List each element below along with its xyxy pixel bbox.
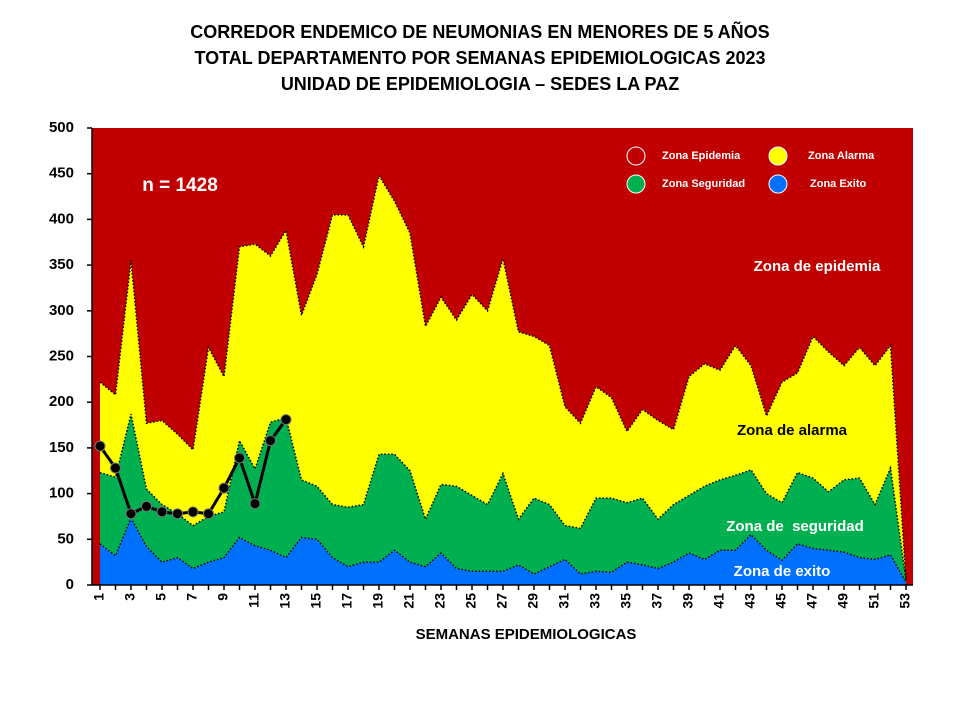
cases-marker xyxy=(172,508,183,520)
y-tick-label: 200 xyxy=(49,393,74,410)
chart-title: TOTAL DEPARTAMENTO POR SEMANAS EPIDEMIOL… xyxy=(194,48,765,68)
x-tick-label: 13 xyxy=(277,593,293,609)
annotation: n = 1428 xyxy=(142,175,218,196)
legend-swatch xyxy=(768,146,788,166)
x-tick-label: 19 xyxy=(370,593,386,609)
y-tick-label: 300 xyxy=(49,302,74,319)
x-tick-label: 3 xyxy=(122,593,138,601)
x-axis-title: SEMANAS EPIDEMIOLOGICAS xyxy=(416,626,637,643)
x-tick-label: 45 xyxy=(773,593,789,609)
zone-area xyxy=(100,518,906,585)
x-tick-label: 51 xyxy=(866,593,882,609)
x-tick-label: 5 xyxy=(153,593,169,601)
x-tick-label: 11 xyxy=(246,593,262,608)
zone-boundary xyxy=(99,173,907,581)
x-tick-label: 29 xyxy=(525,593,541,609)
annotation: Zona de seguridad xyxy=(726,518,864,535)
cases-marker xyxy=(280,414,292,426)
x-tick-label: 9 xyxy=(215,593,231,601)
x-tick-label: 31 xyxy=(556,593,572,609)
x-tick-label: 7 xyxy=(184,593,200,601)
legend-label: Zona Seguridad xyxy=(662,178,745,190)
legend-swatch xyxy=(768,174,788,194)
y-tick-label: 400 xyxy=(49,210,74,227)
y-tick-label: 500 xyxy=(49,119,74,136)
x-tick-label: 43 xyxy=(742,593,758,609)
cases-marker xyxy=(203,508,214,520)
x-tick-label: 37 xyxy=(649,593,665,609)
cases-marker xyxy=(218,482,230,494)
chart-title: CORREDOR ENDEMICO DE NEUMONIAS EN MENORE… xyxy=(190,21,769,42)
cases-marker xyxy=(94,440,106,452)
x-tick-label: 35 xyxy=(618,593,634,609)
y-tick-label: 150 xyxy=(49,439,74,456)
x-tick-label: 23 xyxy=(432,593,448,609)
x-tick-label: 47 xyxy=(804,593,820,609)
legend-label: Zona Alarma xyxy=(808,150,875,162)
x-tick-label: 17 xyxy=(339,593,355,609)
cases-marker xyxy=(110,462,121,474)
x-tick-label: 25 xyxy=(463,593,479,609)
legend-swatch xyxy=(626,146,646,166)
legend-label: Zona Exito xyxy=(810,178,867,190)
legend-swatch xyxy=(626,174,646,194)
annotation: Zona de exito xyxy=(734,563,831,580)
cases-marker xyxy=(156,506,168,518)
x-tick-label: 15 xyxy=(308,593,324,609)
legend-label: Zona Epidemia xyxy=(662,150,741,162)
chart-title: UNIDAD DE EPIDEMIOLOGIA – SEDES LA PAZ xyxy=(281,74,679,94)
x-tick-label: 27 xyxy=(494,593,510,609)
y-tick-label: 250 xyxy=(49,347,74,364)
y-tick-label: 0 xyxy=(66,576,74,593)
x-tick-label: 53 xyxy=(897,593,913,609)
y-tick-label: 350 xyxy=(49,256,74,273)
cases-marker xyxy=(187,506,199,518)
cases-marker xyxy=(125,508,137,520)
x-tick-label: 41 xyxy=(711,593,727,609)
cases-marker xyxy=(234,452,245,464)
x-tick-label: 21 xyxy=(401,593,417,609)
x-tick-label: 39 xyxy=(680,593,696,609)
y-tick-label: 100 xyxy=(49,485,74,502)
cases-marker xyxy=(249,498,261,510)
x-tick-label: 49 xyxy=(835,593,851,609)
x-tick-label: 33 xyxy=(587,593,603,609)
annotation: Zona de epidemia xyxy=(754,258,881,275)
cases-marker xyxy=(141,500,152,512)
x-tick-label: 1 xyxy=(91,593,107,601)
cases-marker xyxy=(265,435,276,447)
zone-boundary xyxy=(99,413,907,581)
y-tick-label: 50 xyxy=(57,530,74,547)
annotation: Zona de alarma xyxy=(737,422,848,439)
y-tick-label: 450 xyxy=(49,165,74,182)
